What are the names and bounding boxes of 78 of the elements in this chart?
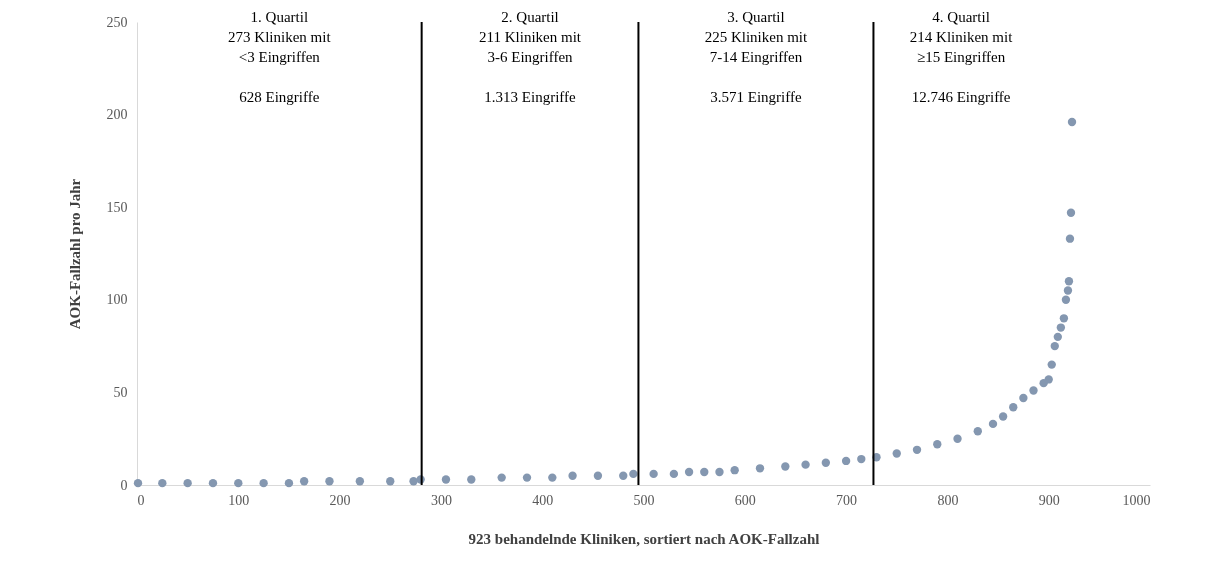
y-tick-label: 250 xyxy=(106,14,128,30)
point xyxy=(700,467,709,477)
point xyxy=(386,477,395,486)
point xyxy=(325,477,334,486)
point xyxy=(1066,208,1076,217)
x-tick-label: 200 xyxy=(329,492,351,508)
point xyxy=(669,469,679,479)
point xyxy=(821,458,831,467)
point xyxy=(755,464,765,473)
x-tick-label: 900 xyxy=(1038,492,1060,508)
y-tick-label: 50 xyxy=(113,384,128,400)
y-axis-title: AOK-Fallzahl pro Jahr xyxy=(66,178,83,330)
point xyxy=(619,471,628,480)
point xyxy=(841,456,851,466)
point xyxy=(409,477,418,486)
point xyxy=(684,467,694,477)
point xyxy=(1044,375,1053,384)
point xyxy=(467,475,476,484)
text: 4. Quartil 214 Kliniken mit ≥15 Eingriffen 12.746 Eingriffe xyxy=(909,9,1013,105)
text: 3. Quartil 225 Kliniken mit 7-14 Eingriffen 3.571 Eingriffe xyxy=(704,9,808,105)
point xyxy=(781,462,790,471)
point xyxy=(912,445,922,454)
point xyxy=(1064,277,1074,286)
point xyxy=(441,475,451,484)
y-tick-label: 0 xyxy=(120,477,128,493)
x-tick-label: 700 xyxy=(836,492,858,508)
point xyxy=(1065,234,1075,243)
point xyxy=(234,478,243,488)
point xyxy=(629,469,638,479)
point xyxy=(497,473,506,482)
point xyxy=(259,478,268,488)
y-tick-label: 200 xyxy=(106,107,128,123)
text: 1. Quartil 273 Kliniken mit <3 Eingriffen 628 Eingriffe xyxy=(228,9,331,105)
point xyxy=(1059,314,1069,323)
point xyxy=(158,478,167,488)
point xyxy=(183,478,192,488)
point xyxy=(988,419,998,429)
y-tick-label: 100 xyxy=(106,292,128,308)
point xyxy=(1061,295,1071,304)
point xyxy=(933,440,942,449)
point xyxy=(1047,360,1056,369)
point xyxy=(1063,286,1073,295)
point xyxy=(973,427,982,436)
x-tick-label: 0 xyxy=(137,492,145,508)
point xyxy=(593,471,603,480)
point xyxy=(133,478,143,488)
point xyxy=(892,449,901,458)
point xyxy=(1019,393,1028,403)
point xyxy=(1029,386,1038,395)
x-tick-label: 300 xyxy=(430,492,452,508)
x-axis-title: 923 behandelnde Kliniken, sortiert nach AOK-Fallzahl xyxy=(468,530,820,547)
x-tick-label: 1000 xyxy=(1122,492,1151,508)
text: 2. Quartil 211 Kliniken mit 3-6 Eingriffen 1.313 Eingriffe xyxy=(479,9,582,105)
point xyxy=(1053,332,1062,342)
point xyxy=(649,469,658,479)
point xyxy=(355,477,365,486)
y-tick-label: 150 xyxy=(106,199,128,215)
point xyxy=(730,466,739,475)
x-tick-label: 500 xyxy=(633,492,655,508)
point xyxy=(1067,117,1077,127)
point xyxy=(208,478,218,488)
point xyxy=(522,473,532,482)
point xyxy=(998,412,1008,421)
point xyxy=(715,467,724,477)
point xyxy=(284,478,294,488)
point xyxy=(1009,403,1018,412)
x-tick-label: 800 xyxy=(937,492,959,508)
x-tick-label: 600 xyxy=(734,492,756,508)
point xyxy=(299,477,309,486)
point xyxy=(801,460,810,469)
x-tick-label: 400 xyxy=(532,492,554,508)
point xyxy=(1050,341,1059,351)
x-tick-label: 100 xyxy=(228,492,250,508)
point xyxy=(548,473,557,482)
point xyxy=(953,434,962,443)
point xyxy=(568,471,577,480)
point xyxy=(857,454,866,464)
point xyxy=(1056,323,1066,332)
